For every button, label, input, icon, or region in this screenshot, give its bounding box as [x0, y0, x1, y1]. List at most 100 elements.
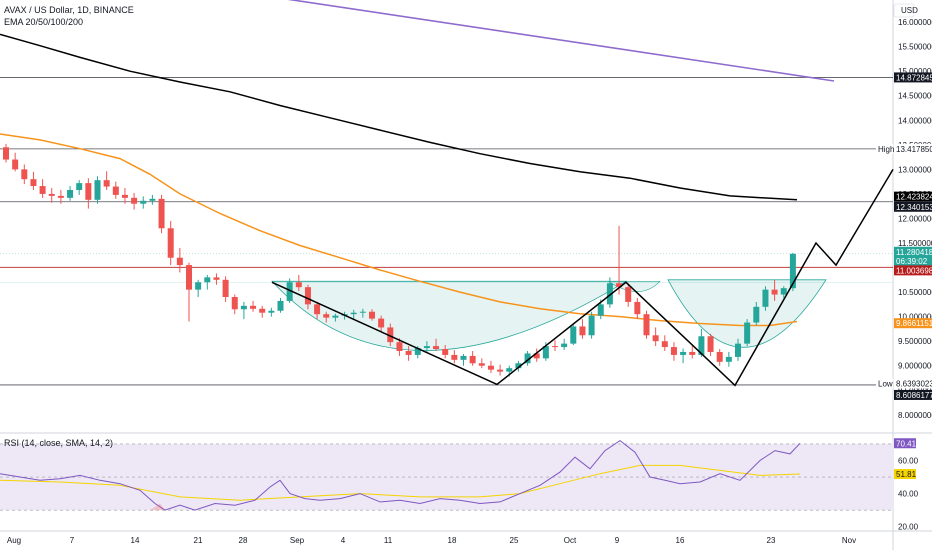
candle-body[interactable]	[304, 287, 311, 305]
candle-body[interactable]	[735, 343, 741, 357]
candle-body[interactable]	[506, 368, 513, 372]
candle-body[interactable]	[789, 253, 796, 289]
candle-body[interactable]	[3, 147, 9, 160]
candle-body[interactable]	[515, 363, 522, 369]
candle-body[interactable]	[131, 197, 138, 204]
candle-body[interactable]	[634, 301, 641, 315]
candle-body[interactable]	[286, 282, 293, 301]
candle-body[interactable]	[433, 346, 440, 350]
date-tick-label[interactable]: 7	[70, 536, 75, 545]
date-tick-label[interactable]: 9	[615, 536, 620, 545]
candle-body[interactable]	[606, 283, 613, 305]
candle-body[interactable]	[442, 349, 449, 355]
candle-body[interactable]	[295, 282, 302, 288]
rsi-pane[interactable]	[0, 439, 893, 511]
price-tag[interactable]: 14.8728456	[896, 73, 932, 82]
candle-body[interactable]	[195, 282, 202, 290]
rsi-legend[interactable]: RSI (14, close, SMA, 14, 2)	[4, 438, 114, 448]
candle-body[interactable]	[167, 228, 174, 258]
candle-body[interactable]	[405, 351, 412, 355]
candle-body[interactable]	[369, 311, 375, 319]
candle-body[interactable]	[112, 186, 119, 195]
price-axis[interactable]: 16.0000000 15.5000000 15.0000000 14.5000000…	[876, 3, 932, 532]
price-tag[interactable]: 8.6393023	[896, 379, 932, 388]
candle-body[interactable]	[12, 159, 19, 170]
candle-body[interactable]	[48, 193, 55, 196]
candlesticks[interactable]	[3, 143, 796, 377]
candle-body[interactable]	[250, 305, 257, 309]
candle-body[interactable]	[259, 308, 266, 313]
candle-body[interactable]	[21, 169, 28, 180]
currency-box[interactable]	[893, 3, 915, 18]
candle-body[interactable]	[204, 277, 211, 283]
date-tick-label[interactable]: 25	[510, 536, 519, 545]
candle-body[interactable]	[670, 347, 677, 355]
candle-body[interactable]	[707, 336, 714, 352]
candle-body[interactable]	[314, 304, 321, 315]
price-tag[interactable]: 11.0036983	[896, 266, 932, 275]
candle-body[interactable]	[716, 351, 723, 362]
candle-body[interactable]	[277, 300, 284, 311]
candle-body[interactable]	[497, 369, 504, 372]
candle-body[interactable]	[579, 326, 586, 336]
date-tick-label[interactable]: 18	[448, 536, 457, 545]
candle-body[interactable]	[231, 297, 238, 310]
date-tick-label[interactable]: 16	[676, 536, 685, 545]
candle-body[interactable]	[332, 315, 339, 318]
candle-body[interactable]	[39, 186, 46, 194]
date-tick-label[interactable]: 28	[239, 536, 248, 545]
candle-body[interactable]	[67, 189, 74, 198]
date-tick-label[interactable]: 4	[341, 536, 346, 545]
candle-body[interactable]	[76, 183, 83, 190]
date-tick-label[interactable]: 23	[767, 536, 776, 545]
candle-body[interactable]	[661, 341, 668, 348]
candle-body[interactable]	[725, 356, 732, 362]
price-tag[interactable]: 8.6086177	[896, 391, 932, 400]
candle-body[interactable]	[652, 335, 659, 342]
candle-body[interactable]	[524, 353, 531, 364]
rsi-line[interactable]	[0, 439, 801, 511]
candle-body[interactable]	[643, 314, 650, 336]
candle-body[interactable]	[323, 314, 330, 318]
candle-body[interactable]	[625, 287, 632, 302]
candle-body[interactable]	[94, 180, 101, 200]
candle-body[interactable]	[753, 306, 760, 323]
date-tick-label[interactable]: 21	[194, 536, 203, 545]
price-tag[interactable]: 11.2804185	[896, 248, 932, 257]
candle-body[interactable]	[30, 179, 37, 187]
date-tick-label[interactable]: 14	[131, 536, 140, 545]
candle-body[interactable]	[487, 365, 494, 370]
candle-body[interactable]	[268, 310, 275, 313]
candle-body[interactable]	[698, 336, 705, 355]
candle-body[interactable]	[771, 289, 778, 295]
candle-body[interactable]	[744, 322, 751, 344]
currency-label[interactable]: USD	[901, 6, 918, 15]
price-tag[interactable]: 9.8661151	[896, 319, 932, 328]
candle-body[interactable]	[57, 195, 64, 198]
candle-body[interactable]	[213, 277, 220, 280]
date-axis[interactable]: Aug 7 14 21 28 Sep 4 11 18 25 Oct 9 16 23 Nov	[7, 536, 856, 545]
rsi-tag[interactable]: 70.41	[896, 439, 917, 448]
candle-body[interactable]	[350, 312, 357, 315]
candle-body[interactable]	[121, 194, 128, 198]
candle-body[interactable]	[414, 348, 421, 355]
candle-body[interactable]	[85, 183, 92, 200]
price-tag[interactable]: 12.3401533	[896, 203, 932, 212]
candle-body[interactable]	[780, 288, 787, 295]
ema-legend[interactable]: EMA 20/50/100/200	[4, 17, 84, 27]
rsi-tag[interactable]: 51.81	[896, 470, 917, 479]
candle-body[interactable]	[597, 304, 604, 316]
candle-body[interactable]	[680, 351, 687, 355]
candle-body[interactable]	[762, 289, 769, 307]
candle-body[interactable]	[186, 265, 192, 290]
candle-body[interactable]	[103, 180, 110, 187]
candle-body[interactable]	[460, 355, 467, 360]
horizontal-levels[interactable]	[0, 0, 893, 386]
date-tick-label[interactable]: Aug	[7, 536, 21, 545]
candle-body[interactable]	[478, 363, 485, 366]
date-tick-label[interactable]: Oct	[564, 536, 577, 545]
price-tag[interactable]: 12.4238244	[896, 193, 932, 202]
candle-body[interactable]	[469, 355, 476, 364]
candle-body[interactable]	[423, 346, 430, 349]
